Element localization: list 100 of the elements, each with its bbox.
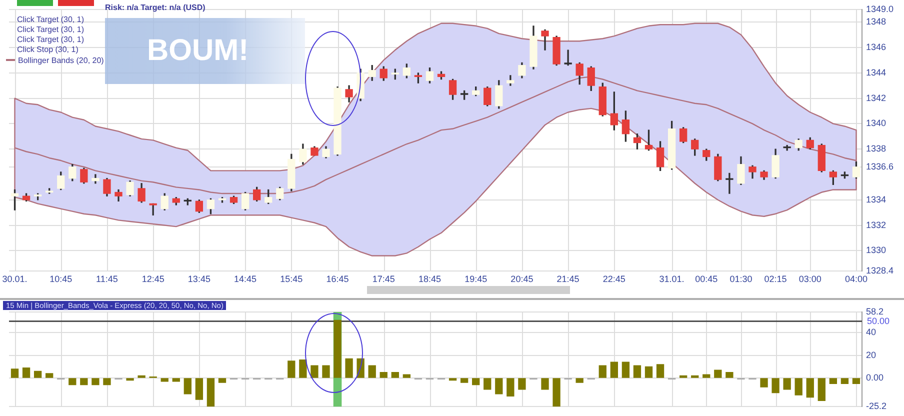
bar bbox=[610, 362, 618, 378]
x-tick-label: 01:30 bbox=[730, 274, 752, 284]
bar bbox=[172, 378, 180, 382]
bar bbox=[46, 373, 54, 378]
bar bbox=[184, 378, 192, 394]
y-tick-label: 40 bbox=[866, 327, 876, 338]
x-tick-label: 02:15 bbox=[764, 274, 787, 284]
x-tick-label: 21:45 bbox=[556, 274, 580, 284]
bar bbox=[806, 378, 814, 398]
bar bbox=[345, 358, 353, 378]
x-tick-label: 14:45 bbox=[234, 274, 257, 284]
y-tick-label: 0.00 bbox=[866, 372, 884, 382]
y-tick-label: 58.2 bbox=[866, 306, 884, 316]
bar bbox=[852, 378, 860, 384]
y-tick-label: 1346 bbox=[866, 42, 886, 52]
y-tick-label: 1344 bbox=[866, 67, 886, 78]
x-tick-label: 12:45 bbox=[142, 274, 164, 284]
bar bbox=[68, 378, 76, 386]
label-box: BOUM! bbox=[105, 18, 305, 84]
bar bbox=[103, 378, 111, 386]
bar bbox=[22, 367, 30, 378]
bar bbox=[126, 378, 134, 381]
bar bbox=[368, 365, 376, 378]
bar bbox=[829, 378, 838, 384]
bar bbox=[402, 374, 411, 378]
bar bbox=[138, 375, 146, 378]
bar bbox=[310, 365, 318, 378]
y-tick-label: 1332 bbox=[866, 220, 886, 230]
legend-label: Bollinger Bands (20, 20) bbox=[18, 56, 104, 64]
x-tick-label: 04:00 bbox=[844, 274, 868, 284]
x-tick-label: 17:45 bbox=[372, 274, 395, 284]
y-tick-label: -25.2 bbox=[866, 401, 887, 412]
y-tick-label: 1334 bbox=[866, 194, 886, 204]
bar bbox=[472, 378, 480, 386]
bar bbox=[622, 362, 630, 378]
annotation: Click Target (30, 1) bbox=[17, 15, 84, 25]
bar bbox=[598, 365, 606, 378]
x-tick-label: 03:00 bbox=[798, 274, 822, 284]
y-tick-label: 1349.0 bbox=[866, 4, 894, 14]
bar bbox=[702, 374, 710, 378]
bar bbox=[840, 378, 849, 384]
bar bbox=[794, 378, 802, 396]
bar bbox=[495, 378, 503, 394]
bar bbox=[552, 378, 560, 407]
x-tick-label: 18:45 bbox=[418, 274, 441, 284]
bar bbox=[691, 375, 699, 378]
bar bbox=[160, 378, 168, 382]
bar bbox=[34, 370, 42, 378]
bar bbox=[576, 378, 584, 383]
bar bbox=[783, 378, 791, 390]
x-tick-label: 20:45 bbox=[510, 274, 534, 284]
x-tick-label: 10:45 bbox=[50, 274, 72, 284]
y-tick-label: 1330 bbox=[866, 245, 886, 256]
ref-line-label: 50.00 bbox=[867, 316, 890, 326]
x-tick-label: 31.01. bbox=[659, 274, 684, 284]
bar bbox=[299, 360, 307, 378]
x-tick-label: 11:45 bbox=[96, 274, 118, 284]
x-tick-label: 15:45 bbox=[280, 274, 303, 284]
bar bbox=[714, 370, 722, 378]
y-tick-label: 1328.4 bbox=[866, 265, 894, 276]
y-tick-label: 1338 bbox=[866, 144, 886, 154]
bar bbox=[10, 368, 19, 378]
bar bbox=[680, 375, 688, 378]
bar bbox=[656, 364, 664, 378]
bar bbox=[218, 378, 226, 383]
bar bbox=[506, 378, 514, 396]
y-tick-label: 1342 bbox=[866, 92, 886, 103]
x-tick-label: 16:45 bbox=[326, 274, 349, 284]
x-tick-label: 00:45 bbox=[695, 274, 718, 284]
bar bbox=[391, 372, 399, 378]
y-tick-label: 1336.6 bbox=[866, 161, 894, 172]
bar bbox=[760, 378, 768, 388]
x-tick-label: 30.01. bbox=[2, 274, 28, 284]
bar bbox=[448, 378, 457, 381]
bar bbox=[288, 360, 296, 378]
x-tick-label: 13:45 bbox=[188, 274, 210, 284]
bar bbox=[460, 378, 468, 383]
annotation: Click Stop (30, 1) bbox=[17, 45, 80, 55]
bar bbox=[195, 378, 204, 400]
bar bbox=[380, 372, 388, 378]
bar bbox=[818, 378, 826, 402]
bar bbox=[644, 366, 653, 378]
x-tick-label: 22:45 bbox=[602, 274, 626, 284]
y-tick-label: 1340 bbox=[866, 118, 886, 128]
y-tick-label: 1348 bbox=[866, 16, 886, 27]
bar bbox=[80, 378, 88, 386]
bar bbox=[322, 365, 330, 378]
annotation: Click Target (30, 1) bbox=[17, 25, 84, 35]
bar bbox=[518, 378, 526, 390]
x-tick-label: 19:45 bbox=[464, 274, 488, 284]
bar bbox=[633, 365, 642, 378]
bar bbox=[726, 372, 734, 378]
bar bbox=[484, 378, 492, 390]
annotation: Click Target (30, 1) bbox=[17, 35, 84, 45]
annotation: Risk: n/a Target: n/a (USD) bbox=[105, 3, 206, 12]
bar bbox=[541, 378, 549, 390]
y-tick-label: 20 bbox=[866, 350, 876, 360]
annotation: BOUM! bbox=[147, 34, 249, 68]
bar bbox=[772, 378, 780, 394]
bar bbox=[92, 378, 100, 386]
